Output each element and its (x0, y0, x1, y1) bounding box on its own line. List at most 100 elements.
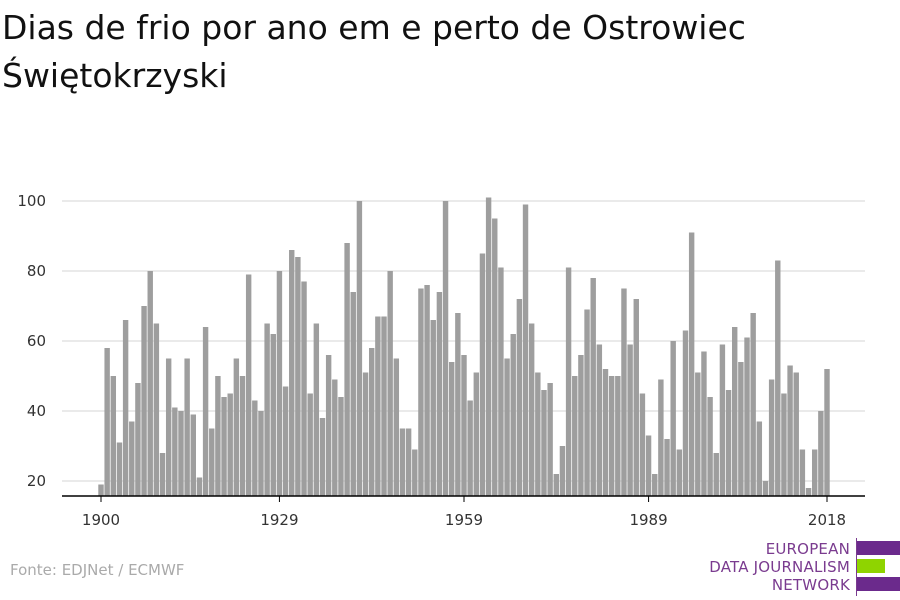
bar-1994 (676, 449, 683, 496)
bar-1983 (608, 376, 615, 496)
bar-1907 (141, 306, 147, 496)
bar-2002 (725, 390, 732, 496)
bar-1989 (645, 435, 652, 496)
bar-1999 (707, 397, 713, 496)
y-tick-label: 60 (27, 332, 46, 350)
bar-2018 (824, 369, 830, 496)
bar-1985 (621, 288, 627, 496)
bar-2006 (750, 313, 756, 496)
bar-1933 (301, 281, 307, 496)
bar-2008 (762, 481, 769, 496)
bar-1976 (565, 267, 572, 496)
bar-1962 (479, 253, 486, 496)
logo-line-1: EUROPEAN (765, 540, 850, 558)
bar-1958 (455, 313, 461, 496)
bar-1991 (658, 379, 664, 496)
bar-1936 (319, 418, 326, 496)
bars (98, 197, 830, 496)
bar-1912 (172, 407, 178, 496)
bar-1937 (325, 355, 332, 496)
bar-1909 (153, 323, 160, 496)
bar-1905 (129, 421, 135, 496)
bar-2012 (787, 365, 793, 496)
bar-1948 (393, 358, 400, 496)
bar-1935 (313, 323, 320, 496)
bar-2005 (744, 337, 750, 496)
y-tick-label: 100 (17, 192, 46, 210)
bar-1972 (541, 390, 547, 496)
bar-1932 (295, 257, 301, 496)
x-axis (62, 495, 865, 502)
logo-bar-green (857, 559, 885, 573)
bar-1974 (553, 474, 559, 496)
bar-1984 (615, 376, 621, 496)
bar-1973 (547, 383, 553, 496)
bar-1950 (405, 428, 412, 496)
source-note: Fonte: EDJNet / ECMWF (10, 561, 185, 579)
bar-1987 (633, 299, 639, 496)
bar-1990 (652, 474, 658, 496)
bar-1995 (682, 330, 689, 496)
bar-1981 (596, 344, 603, 496)
bar-1997 (695, 372, 701, 496)
bar-1916 (196, 477, 203, 496)
bar-2010 (775, 260, 781, 496)
bar-1910 (159, 453, 166, 496)
bar-1908 (147, 271, 153, 496)
bar-1961 (473, 372, 480, 496)
bar-1919 (215, 376, 221, 496)
bar-1982 (602, 369, 609, 496)
y-tick-label: 20 (27, 472, 46, 490)
bar-1966 (504, 358, 510, 496)
edjnet-logo[interactable]: EUROPEAN DATA JOURNALISM NETWORK (700, 538, 900, 596)
bar-1902 (110, 376, 117, 496)
bar-1925 (252, 400, 258, 496)
x-axis-labels: 1900 1929 1959 1989 2018 (82, 511, 846, 529)
bar-1956 (442, 201, 449, 496)
logo-line-3: NETWORK (771, 576, 850, 594)
bar-1977 (572, 376, 578, 496)
bar-1996 (688, 232, 695, 496)
x-tick-label: 1959 (445, 511, 483, 529)
bar-1900 (98, 484, 104, 496)
bar-2007 (756, 421, 763, 496)
bar-1917 (202, 327, 209, 496)
bar-1970 (528, 323, 535, 496)
bar-1903 (116, 442, 123, 496)
bar-2013 (793, 372, 799, 496)
bar-1914 (184, 358, 190, 496)
bar-1963 (485, 197, 492, 496)
bar-1915 (190, 414, 196, 496)
bar-2001 (719, 344, 726, 496)
bar-1906 (135, 383, 141, 496)
bar-1918 (209, 428, 215, 496)
bar-1971 (535, 372, 541, 496)
bar-1964 (492, 218, 498, 496)
logo-line-2: DATA JOURNALISM (709, 558, 850, 576)
bar-1942 (356, 201, 363, 496)
bar-1944 (369, 348, 375, 496)
bar-1986 (627, 344, 633, 496)
bar-1930 (282, 386, 289, 496)
bar-1980 (590, 278, 596, 496)
bar-1945 (375, 316, 381, 496)
bar-1929 (276, 271, 283, 496)
bar-2004 (738, 362, 744, 496)
bar-2003 (732, 327, 738, 496)
bar-1949 (399, 428, 406, 496)
bar-1978 (578, 355, 584, 496)
bar-1939 (338, 397, 344, 496)
bar-1934 (307, 393, 313, 496)
bar-1998 (701, 351, 707, 496)
bar-1913 (178, 411, 184, 496)
logo-rule (856, 538, 857, 596)
bar-1953 (424, 285, 430, 496)
bar-1911 (165, 358, 172, 496)
y-tick-label: 80 (27, 262, 46, 280)
bar-1931 (289, 250, 295, 496)
bar-2000 (713, 453, 719, 496)
bar-1967 (510, 334, 516, 496)
bar-1923 (239, 376, 246, 496)
x-tick-label: 1929 (260, 511, 298, 529)
